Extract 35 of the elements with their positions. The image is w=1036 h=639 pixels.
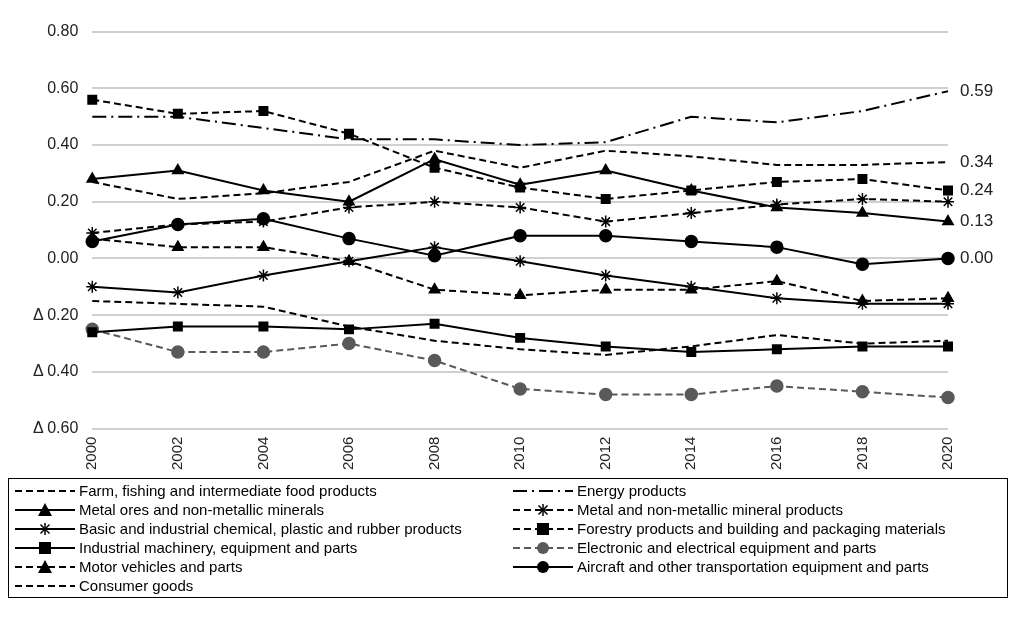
y-tick-label: Δ 0.40 xyxy=(32,362,79,380)
y-tick-label: 0.20 xyxy=(47,192,79,210)
y-tick-label: Δ 0.20 xyxy=(32,305,79,323)
y-tick-label: 0.80 xyxy=(47,22,79,40)
legend-label: Aircraft and other transportation equipment and parts xyxy=(577,558,929,575)
data-label: 0.59 xyxy=(960,80,994,100)
x-tick-label: 2006 xyxy=(339,436,357,471)
y-tick-label: 0.00 xyxy=(47,248,79,266)
x-tick-label: 2014 xyxy=(681,436,699,471)
x-tick-label: 2010 xyxy=(510,436,528,471)
x-tick-label: 2016 xyxy=(767,436,784,471)
legend-label: Metal and non-metallic mineral products xyxy=(577,501,843,518)
x-tick-label: 2004 xyxy=(253,436,271,471)
x-tick-label: 2002 xyxy=(167,436,185,471)
x-tick-label: 2000 xyxy=(82,436,100,471)
legend-label: Electronic and electrical equipment and parts xyxy=(577,539,877,556)
x-tick-label: 2020 xyxy=(938,436,956,471)
data-label: 0.13 xyxy=(960,211,994,231)
legend-label: Industrial machinery, equipment and parts xyxy=(79,539,358,556)
legend-label: Energy products xyxy=(577,482,687,499)
legend-label: Farm, fishing and intermediate food products xyxy=(79,482,377,499)
legend-label: Metal ores and non-metallic minerals xyxy=(79,501,325,518)
y-tick-label: 0.40 xyxy=(47,135,79,153)
data-label: 0.24 xyxy=(960,180,994,200)
x-tick-label: 2008 xyxy=(424,436,442,471)
y-tick-label: Δ 0.60 xyxy=(32,419,79,437)
x-tick-label: 2012 xyxy=(595,436,613,471)
legend-label: Forestry products and building and packaging materials xyxy=(577,520,946,537)
legend-label: Basic and industrial chemical, plastic and rubber products xyxy=(79,520,462,537)
data-label: 0.00 xyxy=(960,248,994,268)
x-tick-label: 2018 xyxy=(852,436,870,471)
legend-label: Consumer goods xyxy=(79,577,194,594)
data-label: 0.34 xyxy=(960,151,994,171)
y-tick-label: 0.60 xyxy=(47,78,79,96)
legend-label: Motor vehicles and parts xyxy=(79,558,243,575)
